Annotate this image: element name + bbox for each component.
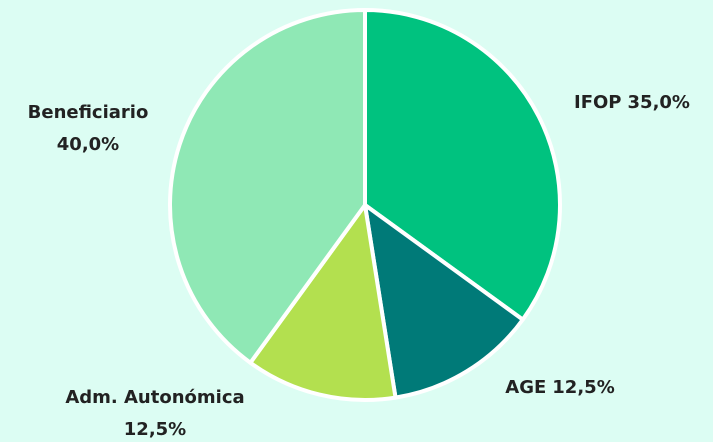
pie-slice [363, 203, 525, 400]
pie-slice [168, 8, 367, 365]
pie-slice [363, 8, 562, 322]
data-label: AGE 12,5% [505, 377, 614, 398]
label-category: Beneficiario [28, 102, 149, 123]
label-value: 35,0% [628, 92, 690, 113]
data-label: Beneficiario 40,0% [28, 102, 149, 155]
data-label: Adm. Autonómica 12,5% [65, 387, 244, 440]
label-category: IFOP [574, 92, 622, 113]
data-label: IFOP 35,0% [574, 92, 690, 113]
label-category: Adm. Autonómica [65, 387, 244, 408]
pie-slice [248, 203, 398, 402]
label-value: 12,5% [124, 419, 186, 440]
label-value: 40,0% [57, 134, 119, 155]
label-category: AGE [505, 377, 546, 398]
label-value: 12,5% [552, 377, 614, 398]
